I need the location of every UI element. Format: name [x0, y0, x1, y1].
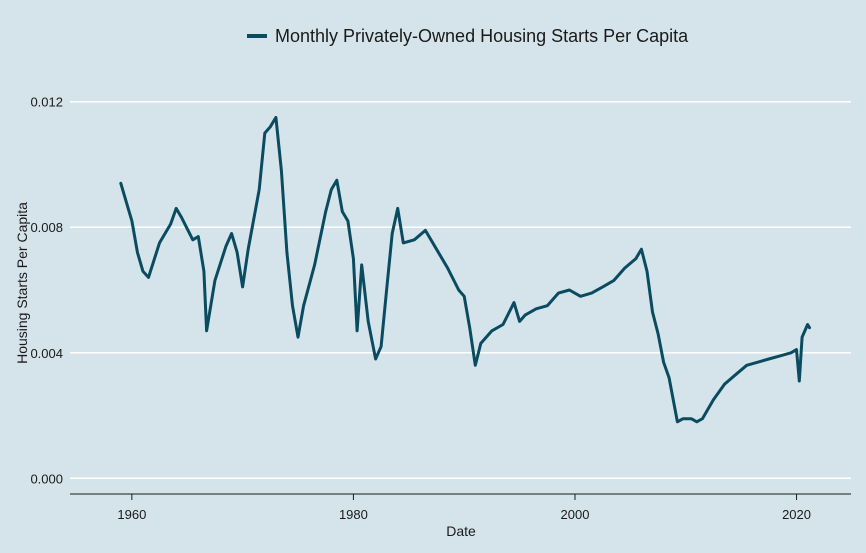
x-tick-label: 1960 [117, 507, 146, 522]
y-tick-label: 0.004 [30, 346, 63, 361]
x-tick-label: 2020 [782, 507, 811, 522]
y-tick-label: 0.012 [30, 95, 63, 110]
x-tick-label: 2000 [561, 507, 590, 522]
y-axis-title: Housing Starts Per Capita [14, 202, 30, 364]
y-gridlines [70, 100, 851, 480]
y-tick-label: 0.008 [30, 220, 63, 235]
legend: Monthly Privately-Owned Housing Starts P… [247, 26, 689, 46]
x-axis-title: Date [446, 523, 476, 539]
x-ticks [131, 494, 798, 500]
x-tick-label: 1980 [339, 507, 368, 522]
y-tick-label: 0.000 [30, 471, 63, 486]
series-layer [119, 115, 811, 424]
legend-label: Monthly Privately-Owned Housing Starts P… [275, 26, 689, 46]
y-tick-labels: 0.000 0.004 0.008 0.012 [30, 95, 63, 487]
x-tick-labels: 1960 1980 2000 2020 [117, 507, 811, 522]
series-line [119, 115, 811, 424]
